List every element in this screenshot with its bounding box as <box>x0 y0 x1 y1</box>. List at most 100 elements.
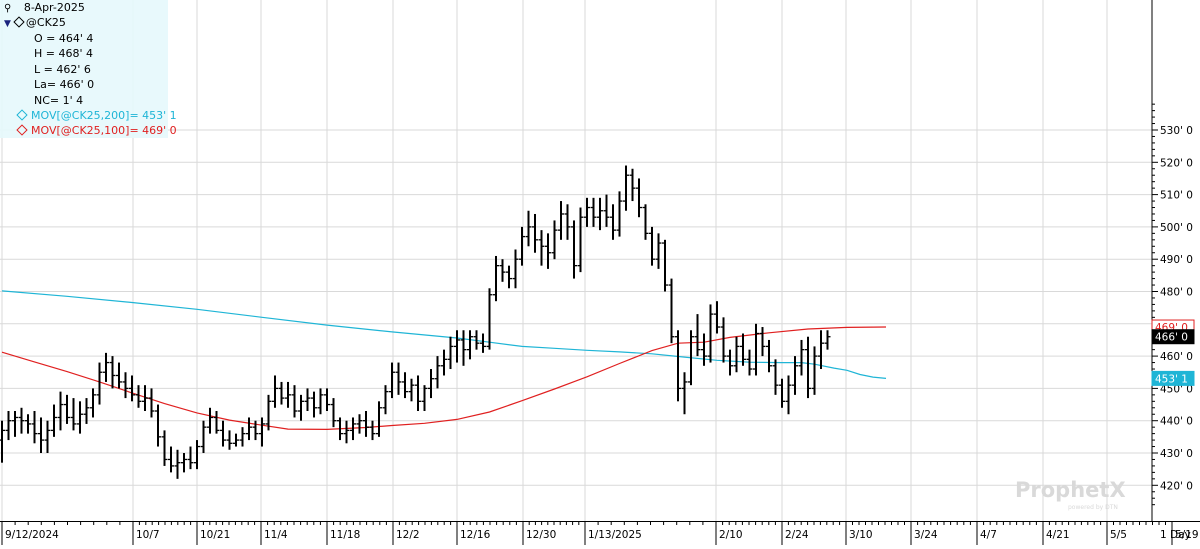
ohlc-bar <box>142 385 148 412</box>
ohlc-bar <box>636 178 642 218</box>
ohlc-bar <box>96 362 103 405</box>
ohlc-bar <box>122 372 129 399</box>
ohlc-bar <box>525 210 532 247</box>
symbol-label: @CK25 <box>25 16 66 29</box>
y-tick-label: 420' 0 <box>1160 480 1193 492</box>
ohlc-bar <box>486 288 493 350</box>
ohlc-bar <box>25 414 31 434</box>
ma100-legend[interactable]: MOV[@CK25,100]= 469' 0 <box>12 123 177 139</box>
watermark-brand: ProphetX <box>1015 478 1126 502</box>
ohlc-bar <box>766 339 772 373</box>
ohlc-bar <box>129 375 135 402</box>
ohlc-bar <box>311 391 317 418</box>
ohlc-bar <box>38 417 44 453</box>
ohlc-bar <box>779 378 785 408</box>
ohlc-bar <box>642 204 649 240</box>
ohlc-bar <box>603 194 610 227</box>
ma200-line <box>1 290 887 379</box>
ohlc-bar <box>785 375 792 415</box>
ohlc-bar <box>330 398 337 428</box>
date-row: ⚲ 8-Apr-2025 <box>4 0 85 17</box>
ohlc-bar <box>805 336 811 399</box>
ohlc-bar <box>454 330 460 363</box>
ohlc-bar <box>727 349 733 376</box>
collapse-triangle-icon[interactable]: ▼ <box>4 19 11 29</box>
ohlc-bar <box>18 407 25 434</box>
last-price-tag-label: 466' 0 <box>1155 332 1188 344</box>
ohlc-bar <box>155 404 161 447</box>
ohlc-bar <box>408 378 415 402</box>
ohlc-bar <box>714 301 720 334</box>
y-tick-label: 490' 0 <box>1160 254 1193 266</box>
ohlc-bar <box>421 385 428 412</box>
ohlc-bar <box>675 330 681 402</box>
ohlc-bar <box>733 336 740 373</box>
ohlc-bar <box>304 388 311 412</box>
ohlc-bar <box>688 330 694 386</box>
ohlc-bar <box>259 417 265 447</box>
ohlc-bar <box>207 407 213 434</box>
ohlc-bar <box>226 430 233 450</box>
y-tick-label: 530' 0 <box>1160 125 1193 137</box>
ohlc-bar <box>564 204 571 240</box>
x-tick-label: 4/7 <box>980 529 997 541</box>
ohlc-bar <box>343 420 350 444</box>
ohlc-bar <box>480 333 486 353</box>
ma200-legend[interactable]: MOV[@CK25,200]= 453' 1 <box>12 108 177 124</box>
ohlc-bar <box>538 230 545 266</box>
y-axis-panel <box>1152 0 1200 521</box>
y-tick-label: 500' 0 <box>1160 222 1193 234</box>
ohlc-bar <box>447 336 454 370</box>
x-tick-label: 3/10 <box>849 529 873 541</box>
ohlc-bar <box>90 388 96 418</box>
y-tick-label: 450' 0 <box>1160 383 1193 395</box>
x-axis-panel[interactable] <box>0 521 1200 545</box>
ohlc-bar <box>545 233 551 269</box>
ohlc-bar <box>168 446 174 473</box>
y-tick-label: 440' 0 <box>1160 416 1193 428</box>
moving-average-lines <box>1 290 887 431</box>
ohlc-bar <box>382 385 389 415</box>
ohlc-bar <box>103 352 109 382</box>
ohlc-bar <box>753 323 759 376</box>
ohlc-bar <box>662 239 668 292</box>
ohlc-bar <box>597 197 603 231</box>
ohlc-bar <box>187 446 194 470</box>
ohlc-bar <box>51 404 57 437</box>
x-tick-label: 9/12/2024 <box>5 529 59 541</box>
grid <box>0 0 1173 521</box>
open-label: O = 464' 4 <box>34 32 94 45</box>
ma200-price-tag-label: 453' 1 <box>1155 373 1188 385</box>
ohlc-bar <box>200 420 207 453</box>
ohlc-bar <box>798 339 805 376</box>
y-tick-label: 430' 0 <box>1160 448 1193 460</box>
x-tick-label: 5/5 <box>1110 529 1127 541</box>
magnifier-icon[interactable]: ⚲ <box>4 3 12 14</box>
ohlc-bar <box>161 430 168 466</box>
ohlc-bar <box>239 427 246 447</box>
ohlc-bar <box>148 388 155 418</box>
quote-info-panel: ⚲ 8-Apr-2025 ▼ @CK25 O = 464' 4 H = 468' … <box>0 0 177 138</box>
ohlc-bar <box>551 220 558 260</box>
y-tick-label: 510' 0 <box>1160 190 1193 202</box>
y-tick-label: 480' 0 <box>1160 287 1193 299</box>
prophetx-watermark: ProphetX powered by DTN <box>1015 478 1126 511</box>
ohlc-bar <box>116 362 122 389</box>
ohlc-bar <box>701 333 707 366</box>
ohlc-bar <box>31 411 38 444</box>
ohlc-bar <box>395 362 402 395</box>
symbol-row[interactable]: ▼ @CK25 <box>4 15 66 33</box>
timeframe-label[interactable]: 1 Day <box>1160 529 1191 541</box>
ohlc-bar <box>350 417 356 441</box>
low-label: L = 462' 6 <box>34 63 91 76</box>
ohlc-bar <box>194 440 200 470</box>
y-tick-label: 520' 0 <box>1160 157 1193 169</box>
ohlc-bar <box>655 233 662 269</box>
y-tick-label: 460' 0 <box>1160 351 1193 363</box>
ohlc-bar <box>369 420 376 441</box>
ohlc-bar <box>746 349 753 376</box>
ohlc-bar <box>740 333 746 366</box>
ohlc-bars <box>0 165 831 479</box>
ohlc-bar <box>233 433 239 447</box>
